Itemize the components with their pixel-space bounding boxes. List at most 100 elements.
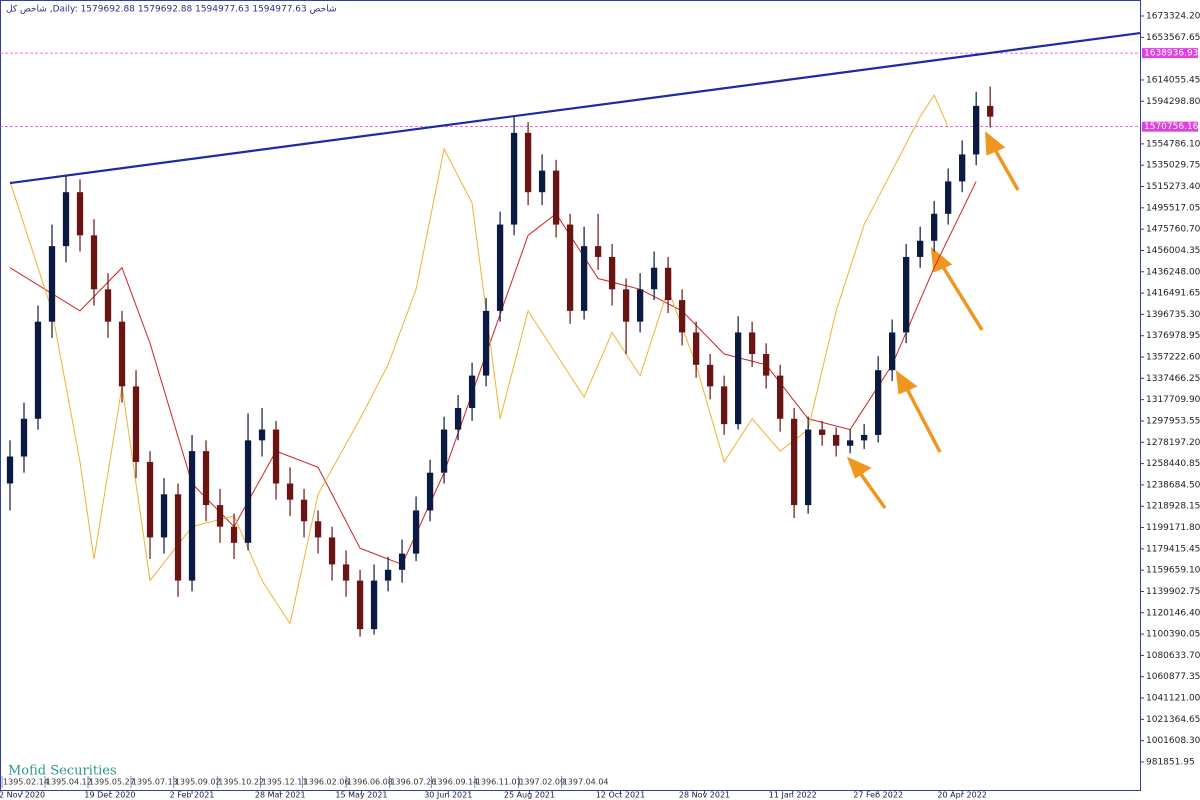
- candle-body: [244, 440, 252, 543]
- candle-body: [987, 105, 994, 117]
- candle-body: [286, 483, 294, 500]
- candle-body: [692, 332, 700, 365]
- candle-body: [650, 267, 658, 290]
- y-tick-label: 1218928.15: [1146, 502, 1200, 512]
- candle-body: [706, 364, 714, 387]
- candle-body: [846, 440, 854, 446]
- level-tag: [1142, 121, 1198, 132]
- candle-body: [62, 192, 70, 247]
- candle-body: [622, 289, 630, 322]
- y-tick-label: 1080633.70: [1146, 651, 1200, 661]
- y-tick-label: 1376978.95: [1146, 331, 1200, 341]
- x-tick-label: 27 Feb 2022: [853, 791, 903, 800]
- x-tick-label: 25 Aug 2021: [504, 791, 555, 800]
- x-tick-label: 11 Jan 2022: [769, 791, 817, 800]
- candle-body: [146, 461, 154, 538]
- candle-body: [482, 310, 490, 376]
- candle-body: [903, 256, 910, 333]
- candle-body: [552, 170, 560, 225]
- candle-body: [216, 505, 224, 527]
- y-tick-label: 1594298.80: [1146, 97, 1200, 107]
- candle-body: [454, 407, 462, 430]
- x-tick-2-label: 1395.07.13: [132, 778, 178, 787]
- x-tick-label: 2 Nov 2020: [0, 791, 45, 800]
- y-tick-label: 1673324.20: [1146, 11, 1200, 21]
- candle-body: [48, 246, 56, 322]
- x-tick-label: 30 Jun 2021: [424, 791, 472, 800]
- candle-body: [580, 246, 588, 311]
- candle-body: [104, 289, 112, 322]
- candle-body: [496, 224, 504, 311]
- line-series: [9, 94, 949, 626]
- candle-body: [945, 181, 952, 214]
- candle-body: [678, 300, 686, 333]
- y-tick-label: 1238684.50: [1146, 480, 1200, 490]
- x-tick-label: 28 Nov 2021: [679, 791, 730, 800]
- candle-body: [664, 267, 672, 301]
- y-tick-label: 1199171.80: [1146, 523, 1200, 533]
- y-tick-label: 1120146.40: [1146, 608, 1200, 618]
- candle-body: [188, 451, 196, 581]
- y-tick-label: 1396735.30: [1146, 310, 1200, 320]
- candle-body: [20, 418, 28, 457]
- y-tick-label: 1495517.05: [1146, 203, 1200, 213]
- x-tick-label: 19 Dec 2020: [84, 791, 135, 800]
- x-tick-2-label: 1395.05.27: [89, 778, 135, 787]
- x-tick-2-label: 1397.04.04: [563, 778, 609, 787]
- candle-body: [328, 537, 336, 565]
- candle-body: [818, 429, 826, 435]
- candle-body: [748, 332, 756, 355]
- y-tick-label: 1278197.20: [1146, 438, 1200, 448]
- candle-body: [734, 332, 742, 425]
- candle-body: [861, 434, 868, 441]
- candle-body: [412, 510, 420, 554]
- y-tick-label: 1456004.35: [1146, 246, 1200, 256]
- x-tick-2-label: 1396.02.06: [304, 778, 350, 787]
- candle-body: [370, 580, 378, 630]
- x-tick-2-label: 1396.06.08: [347, 778, 393, 787]
- x-tick-2-label: 1397.02.09: [519, 778, 565, 787]
- y-tick-label: 1258440.85: [1146, 459, 1200, 469]
- candle-body: [973, 105, 980, 155]
- y-tick-label: 981851.95: [1146, 758, 1195, 768]
- candle-body: [720, 386, 728, 425]
- candle-body: [636, 289, 644, 322]
- y-tick-label: 1515273.40: [1146, 182, 1200, 192]
- candle-body: [356, 580, 364, 630]
- x-tick-2-label: 1395.02.14: [3, 778, 49, 787]
- y-tick-label: 1139902.75: [1146, 587, 1200, 597]
- x-tick-2-label: 1395.04.12: [46, 778, 92, 787]
- candle-body: [468, 375, 476, 408]
- level-tag: [1142, 48, 1198, 59]
- y-tick-label: 1475760.70: [1146, 225, 1200, 235]
- x-tick-label: 12 Oct 2021: [596, 791, 645, 800]
- candle-body: [594, 246, 602, 257]
- candle-body: [272, 429, 280, 484]
- candle-body: [202, 451, 210, 506]
- candle-body: [398, 553, 406, 570]
- y-tick-label: 1357222.60: [1146, 353, 1200, 363]
- candle-body: [931, 213, 938, 241]
- y-tick-label: 1297953.55: [1146, 416, 1200, 426]
- candle-body: [90, 235, 98, 290]
- candle-body: [875, 370, 882, 435]
- y-tick-label: 1100390.05: [1146, 630, 1200, 640]
- y-tick-label: 1436248.00: [1146, 267, 1200, 277]
- candle-body: [426, 472, 434, 511]
- candle-body: [342, 564, 350, 581]
- y-tick-label: 1021364.65: [1146, 715, 1200, 725]
- x-tick-2-label: 1395.09.02: [175, 778, 221, 787]
- annotation-arrows: [846, 131, 1020, 510]
- y-tick-label: 1060877.35: [1146, 672, 1200, 682]
- y-tick-label: 1001608.30: [1146, 736, 1200, 746]
- plot-frame: [0, 0, 1141, 791]
- candle-body: [160, 494, 168, 538]
- candle-body: [258, 429, 266, 441]
- y-tick-label: 1653567.65: [1146, 33, 1200, 43]
- y-tick-label: 1416491.65: [1146, 289, 1200, 299]
- candle-body: [300, 499, 308, 522]
- candle-body: [538, 170, 546, 193]
- x-tick-2-label: 1395.10.22: [218, 778, 264, 787]
- candle-body: [566, 224, 574, 311]
